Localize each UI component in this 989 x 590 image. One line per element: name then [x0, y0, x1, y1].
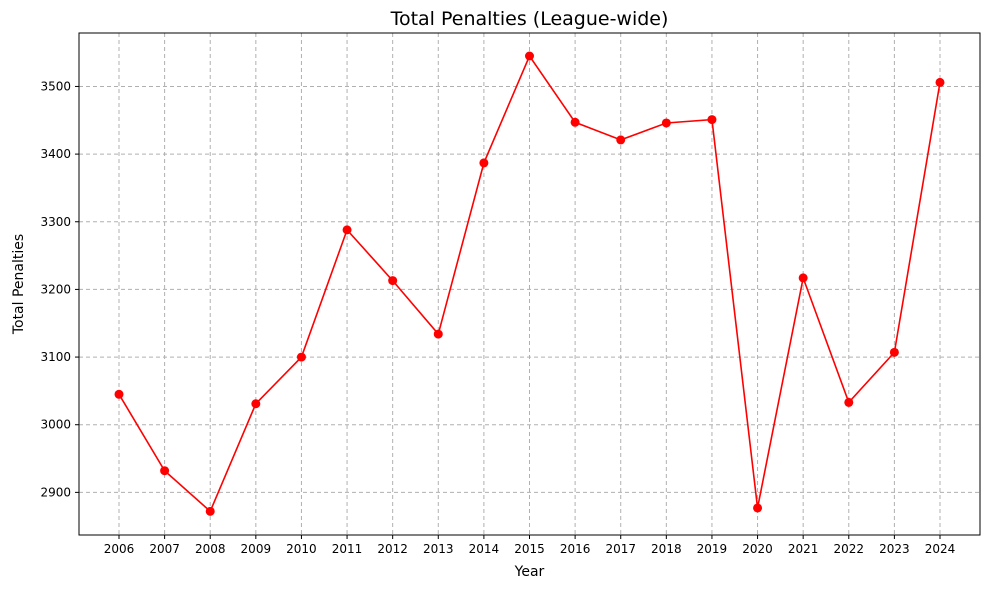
x-tick-label: 2013 [423, 542, 454, 556]
x-tick-label: 2022 [834, 542, 865, 556]
y-tick-label: 3200 [40, 282, 71, 296]
data-point [388, 276, 398, 286]
x-tick-label: 2006 [104, 542, 135, 556]
chart-title: Total Penalties (League-wide) [390, 8, 669, 30]
data-point [707, 115, 717, 125]
x-tick-label: 2018 [651, 542, 682, 556]
data-point [433, 329, 443, 339]
data-point [160, 466, 170, 476]
y-tick-label: 3500 [40, 79, 71, 93]
x-tick-label: 2011 [332, 542, 363, 556]
x-tick-label: 2007 [149, 542, 180, 556]
data-point [844, 397, 854, 407]
data-point [114, 389, 124, 399]
x-axis-title: Year [514, 564, 545, 580]
data-point [205, 506, 215, 516]
data-point [935, 77, 945, 87]
data-point [342, 225, 352, 235]
data-point [889, 347, 899, 357]
axis-ticks: 2006 2007 2008 2009 2010 2011 2012 2013 2014 2015… [40, 79, 955, 556]
grid [79, 33, 980, 535]
data-point [525, 51, 534, 61]
x-tick-label: 2017 [605, 542, 636, 556]
y-tick-label: 3000 [40, 418, 71, 432]
x-tick-label: 2023 [879, 542, 910, 556]
x-tick-label: 2009 [241, 542, 272, 556]
data-point [251, 399, 261, 409]
x-tick-label: 2020 [742, 542, 773, 556]
data-point [753, 503, 763, 513]
series [114, 51, 945, 516]
x-tick-label: 2014 [469, 542, 500, 556]
y-tick-label: 3100 [40, 350, 71, 364]
data-point [798, 273, 808, 283]
x-tick-label: 2012 [377, 542, 408, 556]
y-tick-label: 2900 [40, 485, 71, 499]
y-tick-label: 3400 [40, 147, 71, 161]
x-tick-label: 2008 [195, 542, 226, 556]
x-tick-label: 2024 [925, 542, 956, 556]
x-tick-label: 2015 [514, 542, 545, 556]
data-point [661, 118, 671, 128]
x-tick-label: 2021 [788, 542, 819, 556]
y-tick-label: 3300 [40, 215, 71, 229]
x-tick-label: 2010 [286, 542, 317, 556]
x-tick-label: 2019 [697, 542, 728, 556]
y-axis-title: Total Penalties [11, 234, 27, 335]
data-point [570, 117, 580, 127]
x-tick-label: 2016 [560, 542, 591, 556]
data-point [296, 352, 306, 362]
data-point [479, 158, 489, 168]
data-point [616, 135, 626, 145]
